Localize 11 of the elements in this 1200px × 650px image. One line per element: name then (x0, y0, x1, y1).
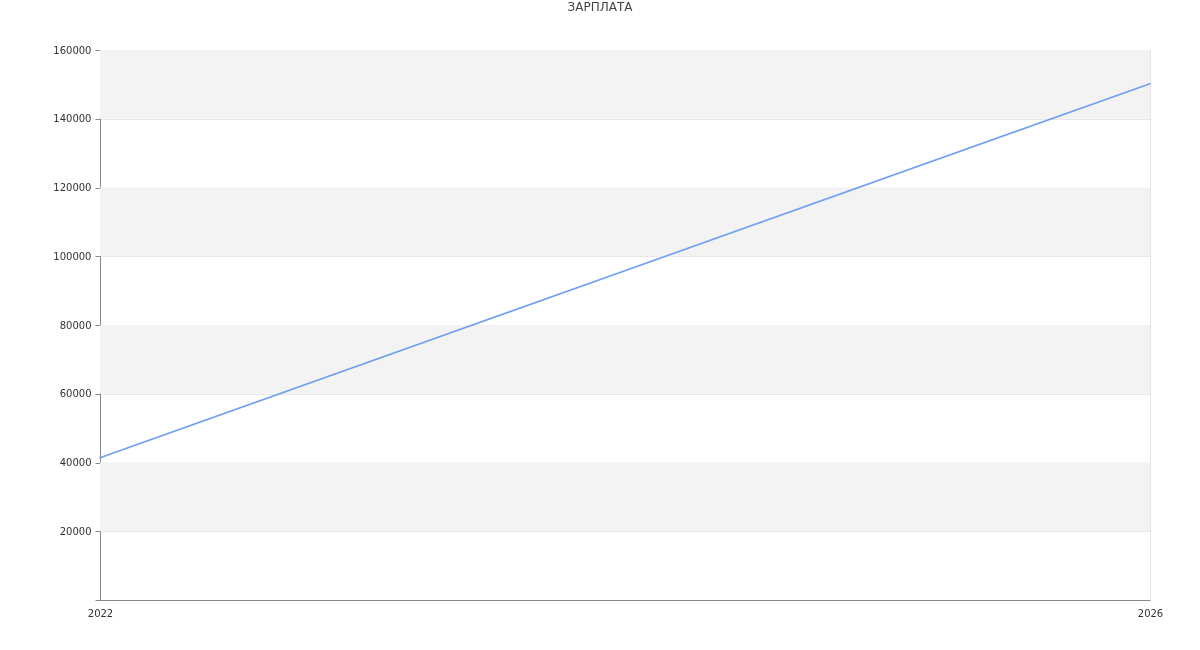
y-tick-label: 120000 (53, 182, 92, 193)
y-tick-label: 80000 (59, 319, 92, 331)
y-tick-label: 160000 (53, 44, 92, 56)
x-tick-label: 2026 (1137, 607, 1164, 619)
y-tick-label: 100000 (53, 250, 92, 262)
y-tick-label: 60000 (59, 388, 92, 400)
x-tick-label: 2022 (87, 607, 114, 619)
y-tick-label: 140000 (53, 113, 92, 125)
y-tick-label: 20000 (59, 525, 92, 537)
y-tick-label: 40000 (59, 457, 92, 468)
chart-title: ЗАРПЛАТА (567, 0, 634, 14)
